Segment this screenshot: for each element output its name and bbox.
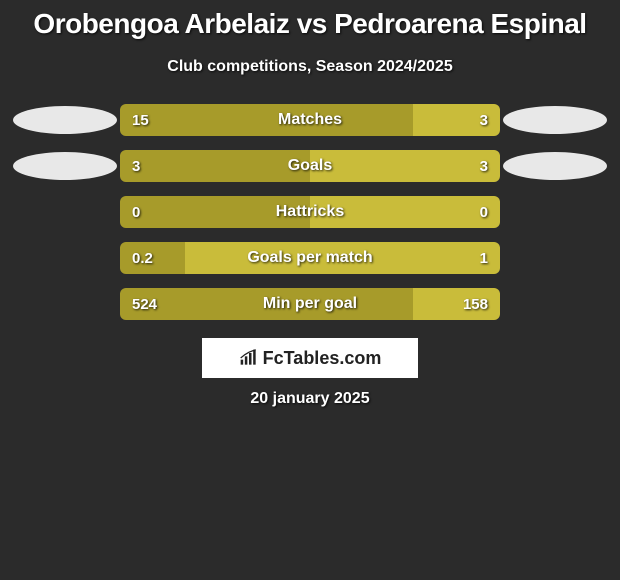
stat-bar-left [120, 104, 413, 136]
stat-row: Goals33 [10, 150, 610, 182]
stat-bar: Goals per match0.21 [120, 242, 500, 274]
player-right-avatar [500, 106, 610, 134]
player-left-avatar [10, 152, 120, 180]
logo-text: FcTables.com [263, 348, 382, 369]
fctables-logo[interactable]: FcTables.com [202, 338, 418, 378]
stat-bar: Goals33 [120, 150, 500, 182]
stat-row: Min per goal524158 [10, 288, 610, 320]
stat-bar-right [185, 242, 500, 274]
stat-row: Goals per match0.21 [10, 242, 610, 274]
stat-row: Matches153 [10, 104, 610, 136]
snapshot-date: 20 january 2025 [10, 390, 610, 408]
stat-bar-right [310, 150, 500, 182]
stat-bar-right [310, 196, 500, 228]
stat-bar-left [120, 242, 185, 274]
stat-row: Hattricks00 [10, 196, 610, 228]
stat-bar: Min per goal524158 [120, 288, 500, 320]
stat-bar-left [120, 288, 413, 320]
bar-chart-icon [239, 349, 259, 367]
stat-bar: Matches153 [120, 104, 500, 136]
subtitle: Club competitions, Season 2024/2025 [10, 58, 610, 76]
stat-bar-left [120, 196, 310, 228]
stat-bar-right [413, 288, 500, 320]
player-left-avatar [10, 106, 120, 134]
player-right-avatar [500, 152, 610, 180]
stat-bar-right [413, 104, 500, 136]
stat-bar: Hattricks00 [120, 196, 500, 228]
page-title: Orobengoa Arbelaiz vs Pedroarena Espinal [10, 8, 610, 40]
stat-bar-left [120, 150, 310, 182]
